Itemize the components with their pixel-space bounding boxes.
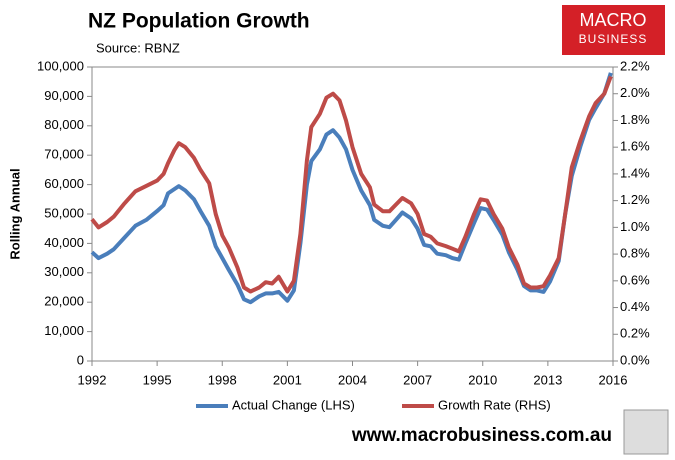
x-tick-label: 1998 bbox=[208, 372, 237, 387]
y-tick-label: 30,000 bbox=[44, 264, 84, 279]
logo-text: BUSINESS bbox=[579, 32, 648, 46]
legend-label: Growth Rate (RHS) bbox=[438, 397, 551, 412]
y2-tick-label: 2.0% bbox=[620, 85, 650, 100]
y-tick-label: 50,000 bbox=[44, 205, 84, 220]
y2-tick-label: 1.4% bbox=[620, 165, 650, 180]
y-tick-label: 40,000 bbox=[44, 235, 84, 250]
x-tick-label: 2001 bbox=[273, 372, 302, 387]
y2-tick-label: 1.8% bbox=[620, 112, 650, 127]
x-tick-label: 2007 bbox=[403, 372, 432, 387]
y-tick-label: 0 bbox=[77, 352, 84, 367]
y-tick-label: 10,000 bbox=[44, 323, 84, 338]
legend-label: Actual Change (LHS) bbox=[232, 397, 355, 412]
logo-text: MACRO bbox=[580, 10, 647, 30]
y2-tick-label: 1.6% bbox=[620, 139, 650, 154]
y-tick-label: 60,000 bbox=[44, 176, 84, 191]
y-tick-label: 20,000 bbox=[44, 294, 84, 309]
y-tick-label: 100,000 bbox=[37, 58, 84, 73]
logo bbox=[562, 5, 665, 55]
x-tick-label: 2013 bbox=[533, 372, 562, 387]
series-line bbox=[90, 72, 613, 305]
series-line bbox=[90, 75, 613, 294]
chart-subtitle: Source: RBNZ bbox=[96, 40, 180, 55]
x-tick-label: 1995 bbox=[143, 372, 172, 387]
y2-tick-label: 0.8% bbox=[620, 246, 650, 261]
y2-tick-label: 0.4% bbox=[620, 299, 650, 314]
y2-tick-label: 0.2% bbox=[620, 326, 650, 341]
x-tick-label: 1992 bbox=[78, 372, 107, 387]
y2-tick-label: 1.2% bbox=[620, 192, 650, 207]
y-tick-label: 70,000 bbox=[44, 147, 84, 162]
x-tick-label: 2010 bbox=[468, 372, 497, 387]
y-tick-label: 80,000 bbox=[44, 117, 84, 132]
y-axis-label: Rolling Annual bbox=[7, 168, 22, 259]
chart-title: NZ Population Growth bbox=[88, 10, 310, 33]
y-tick-label: 90,000 bbox=[44, 88, 84, 103]
x-tick-label: 2016 bbox=[599, 372, 628, 387]
y2-tick-label: 2.2% bbox=[620, 58, 650, 73]
y2-tick-label: 0.6% bbox=[620, 272, 650, 287]
logo-icon bbox=[623, 409, 669, 455]
footer-url: www.macrobusiness.com.au bbox=[351, 425, 612, 446]
y2-tick-label: 0.0% bbox=[620, 352, 650, 367]
y2-tick-label: 1.0% bbox=[620, 219, 650, 234]
plot-area bbox=[91, 66, 614, 362]
x-tick-label: 2004 bbox=[338, 372, 367, 387]
